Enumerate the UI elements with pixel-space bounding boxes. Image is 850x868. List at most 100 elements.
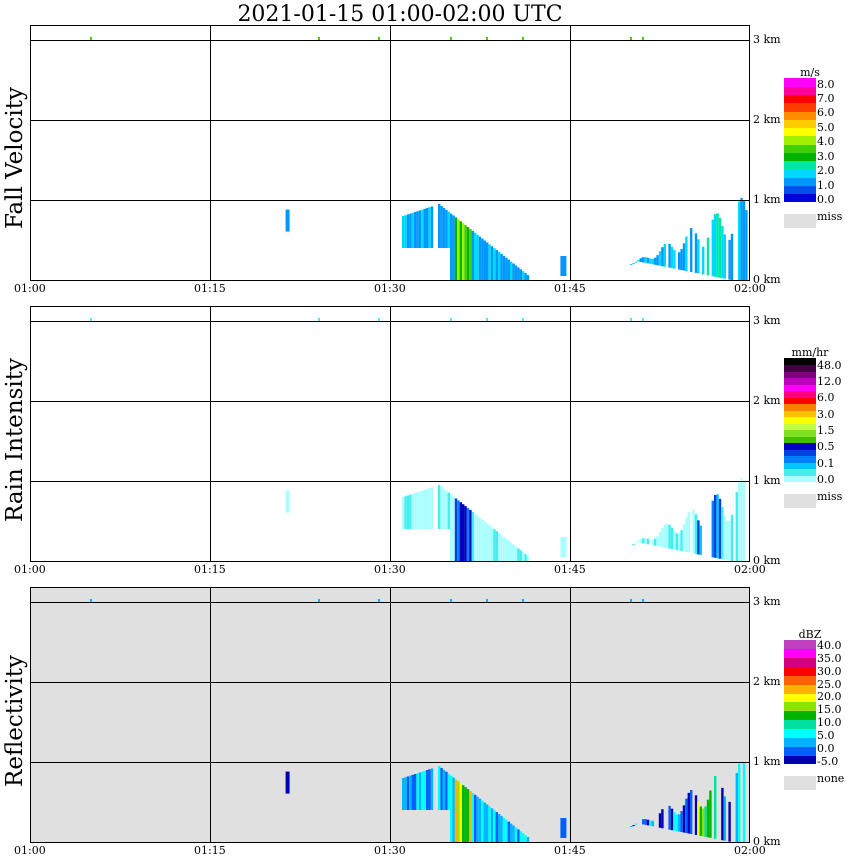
precip-cell <box>430 768 434 810</box>
colorbar-unit: dBZ <box>798 628 822 641</box>
precip-cell <box>723 515 726 560</box>
precip-cell <box>452 215 455 280</box>
precip-cell <box>661 809 664 829</box>
panel-frame <box>30 306 750 562</box>
colorbar-swatch <box>784 475 816 483</box>
colorbar-swatch <box>784 468 816 476</box>
precip-cell <box>285 771 290 794</box>
precip-cell <box>663 525 666 548</box>
precip-cell <box>716 494 719 559</box>
x-tick-label: 01:00 <box>14 844 46 857</box>
precip-cell <box>697 239 700 274</box>
precip-cell <box>639 539 642 543</box>
precip-cell <box>682 243 686 271</box>
precip-cell <box>452 777 455 842</box>
precip-cell <box>464 787 467 842</box>
precip-cell <box>493 248 496 280</box>
colorbar-unit: m/s <box>800 66 820 79</box>
precip-cell <box>500 253 503 280</box>
echo-dot <box>450 318 452 322</box>
precip-cell <box>488 806 491 842</box>
colorbar-swatch <box>784 648 816 659</box>
x-tick-label: 01:45 <box>554 844 586 857</box>
x-tick-label: 01:30 <box>374 844 406 857</box>
colorbar-label: 0.0 <box>817 473 835 486</box>
colorbar-label: 35.0 <box>817 651 842 665</box>
colorbar-swatch <box>784 684 816 694</box>
precip-cell <box>670 808 674 831</box>
precip-cell <box>507 821 510 842</box>
colorbar-swatch <box>784 397 816 405</box>
precip-cell <box>687 792 690 834</box>
precip-cell <box>505 538 508 561</box>
precip-cell <box>498 252 501 280</box>
precip-cell <box>678 252 681 270</box>
precip-cell <box>524 273 527 280</box>
precip-cell <box>507 259 510 280</box>
echo-dot <box>630 37 632 41</box>
colorbar-swatch <box>784 135 816 145</box>
precip-cell <box>711 500 714 558</box>
precip-cell <box>486 523 489 561</box>
echo-dot <box>378 318 380 322</box>
echo-dot <box>522 599 524 603</box>
precip-cell <box>649 820 652 826</box>
precip-cell <box>634 823 638 825</box>
precip-cell <box>442 769 446 810</box>
precip-cell <box>490 246 494 280</box>
colorbar-label: 20.0 <box>817 690 842 704</box>
precip-cell <box>500 534 503 561</box>
precip-cell <box>411 493 414 529</box>
precip-cell <box>706 237 710 276</box>
precip-cell <box>493 529 496 561</box>
echo-dot <box>630 599 632 603</box>
precip-cell <box>406 214 410 248</box>
precip-cell <box>483 240 486 280</box>
precip-cell <box>654 257 657 265</box>
precip-cell <box>666 523 669 549</box>
precip-cell <box>409 494 412 529</box>
colorbar-swatch <box>784 455 816 463</box>
precip-cell <box>450 494 453 561</box>
precip-cell <box>469 228 472 280</box>
precip-cell <box>668 243 671 268</box>
colorbar-missing-label: miss <box>817 210 843 223</box>
echo-dot <box>450 37 452 41</box>
colorbar-missing-label: none <box>817 772 845 785</box>
precip-cell <box>730 233 734 280</box>
precip-cell <box>639 258 642 262</box>
precip-cell <box>697 801 700 836</box>
colorbar-swatch <box>784 119 816 129</box>
echo-dot <box>450 599 452 603</box>
precip-cell <box>651 258 654 265</box>
precip-cell <box>658 532 662 547</box>
colorbar-swatch <box>784 693 816 703</box>
precip-cell <box>466 227 470 280</box>
colorbar-label: 10.0 <box>817 716 842 730</box>
precip-cell <box>680 811 683 833</box>
precip-cell <box>517 548 520 561</box>
colorbar-swatch <box>784 94 816 104</box>
precip-cell <box>418 772 422 810</box>
colorbar-swatch <box>784 737 816 747</box>
colorbar-swatch <box>784 144 816 153</box>
precip-cell <box>285 490 290 513</box>
colorbar-label: 12.0 <box>817 375 842 389</box>
precip-cell <box>459 783 462 842</box>
x-tick-label: 01:15 <box>194 282 226 295</box>
precip-cell <box>428 488 431 529</box>
precip-cell <box>440 767 443 810</box>
x-tick-label: 01:30 <box>374 563 406 576</box>
precip-cell <box>486 804 489 842</box>
precip-cell <box>560 256 567 276</box>
x-tick-label: 01:45 <box>554 282 586 295</box>
precip-cell <box>649 258 652 264</box>
precip-cell <box>416 773 419 810</box>
precip-cell <box>704 806 707 837</box>
height-tick-label: 1 km <box>753 193 781 206</box>
precip-cell <box>423 208 426 248</box>
colorbar-swatch <box>784 384 816 392</box>
echo-dot <box>642 37 644 41</box>
precip-cell <box>445 771 448 810</box>
precip-cell <box>490 527 494 561</box>
